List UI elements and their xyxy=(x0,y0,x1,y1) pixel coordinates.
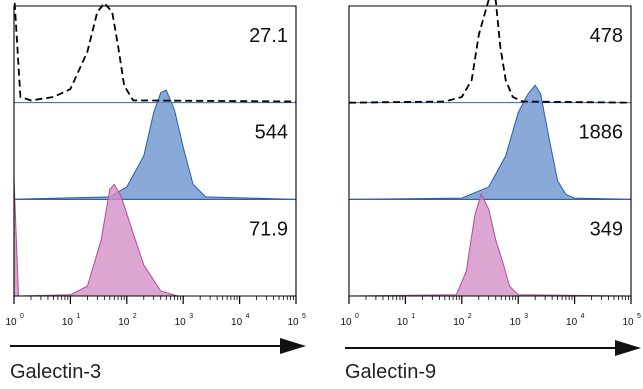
blue-histogram xyxy=(348,84,632,200)
pink-histogram xyxy=(348,192,632,297)
x-tick-exponent: 1 xyxy=(76,313,80,320)
axis-arrow-head xyxy=(615,340,641,356)
x-tick-label: 10 xyxy=(340,317,352,328)
blue-histogram xyxy=(13,89,297,200)
x-tick-exponent: 0 xyxy=(355,313,359,320)
x-tick-exponent: 2 xyxy=(133,313,137,320)
series-value-label: 349 xyxy=(590,218,623,240)
x-tick-label: 10 xyxy=(510,317,522,328)
x-tick-exponent: 3 xyxy=(524,313,528,320)
series-value-label: 1886 xyxy=(579,122,624,144)
x-axis-title: Galectin-3 xyxy=(10,361,101,383)
x-tick-exponent: 1 xyxy=(411,313,415,320)
isotype-dashed-curve xyxy=(13,0,297,103)
series-value-label: 71.9 xyxy=(249,218,288,240)
axis-arrow-head xyxy=(280,338,306,354)
series-value-label: 478 xyxy=(590,25,623,47)
x-tick-label: 10 xyxy=(397,317,409,328)
x-tick-label: 10 xyxy=(622,317,634,328)
x-tick-exponent: 5 xyxy=(302,313,306,320)
x-tick-label: 10 xyxy=(453,317,465,328)
isotype-dashed-curve xyxy=(348,0,632,104)
x-tick-label: 10 xyxy=(287,317,299,328)
panel-frame xyxy=(348,5,632,296)
x-tick-label: 10 xyxy=(566,317,578,328)
x-tick-exponent: 5 xyxy=(637,313,641,320)
x-tick-label: 10 xyxy=(231,317,243,328)
x-tick-label: 10 xyxy=(62,317,74,328)
series-value-label: 27.1 xyxy=(249,25,288,47)
x-tick-label: 10 xyxy=(118,317,130,328)
x-tick-exponent: 0 xyxy=(20,313,24,320)
x-tick-label: 10 xyxy=(175,317,187,328)
x-tick-label: 10 xyxy=(5,317,17,328)
x-tick-exponent: 2 xyxy=(468,313,472,320)
x-axis-title: Galectin-9 xyxy=(345,361,436,383)
x-tick-exponent: 3 xyxy=(189,313,193,320)
x-tick-exponent: 4 xyxy=(246,313,250,320)
series-value-label: 544 xyxy=(255,122,288,144)
panel-frame xyxy=(13,5,297,296)
x-tick-exponent: 4 xyxy=(581,313,585,320)
